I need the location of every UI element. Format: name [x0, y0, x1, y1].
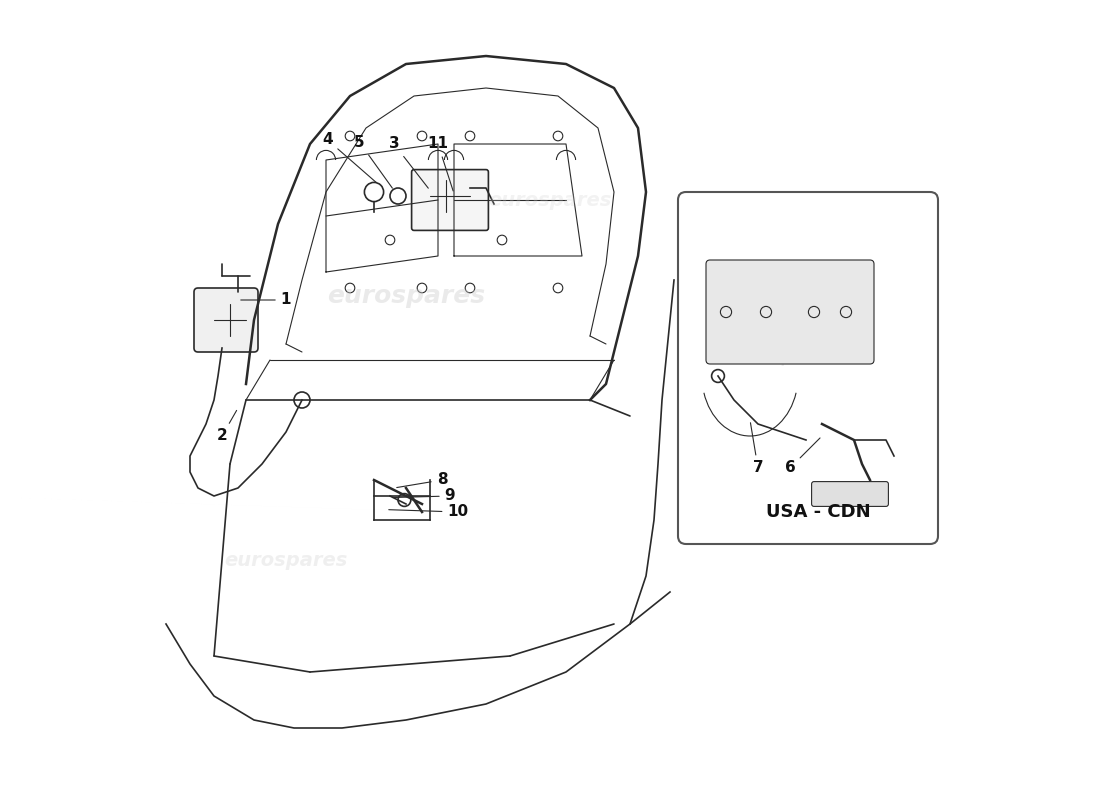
- Text: eurospares: eurospares: [727, 284, 886, 308]
- Text: 3: 3: [388, 137, 428, 188]
- Text: 9: 9: [393, 489, 455, 503]
- Text: USA - CDN: USA - CDN: [766, 503, 870, 521]
- FancyBboxPatch shape: [706, 260, 875, 364]
- Text: 5: 5: [354, 135, 393, 188]
- Text: 6: 6: [784, 438, 820, 475]
- FancyBboxPatch shape: [411, 170, 488, 230]
- Text: eurospares: eurospares: [488, 190, 612, 210]
- Text: 1: 1: [241, 293, 292, 307]
- Text: eurospares: eurospares: [742, 354, 822, 366]
- Text: 2: 2: [217, 410, 236, 443]
- FancyBboxPatch shape: [194, 288, 258, 352]
- FancyBboxPatch shape: [678, 192, 938, 544]
- Text: 8: 8: [397, 473, 448, 487]
- Text: 10: 10: [388, 505, 469, 519]
- Text: eurospares: eurospares: [327, 284, 485, 308]
- Text: 7: 7: [750, 422, 763, 475]
- Text: eurospares: eurospares: [224, 550, 348, 570]
- Text: 11: 11: [428, 137, 453, 191]
- Text: 4: 4: [322, 133, 376, 182]
- FancyBboxPatch shape: [812, 482, 889, 506]
